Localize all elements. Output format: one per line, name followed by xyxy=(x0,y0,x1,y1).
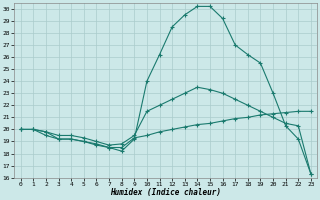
X-axis label: Humidex (Indice chaleur): Humidex (Indice chaleur) xyxy=(110,188,221,197)
